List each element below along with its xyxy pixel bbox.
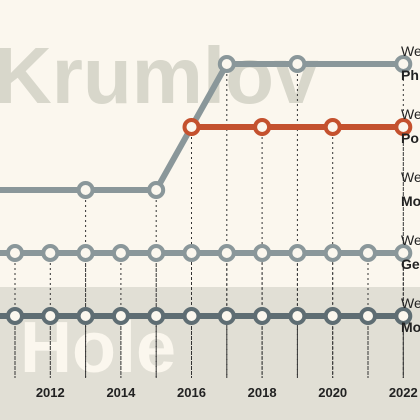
point-4-11 [394, 307, 413, 325]
point-3-1 [41, 244, 60, 262]
point-3-5 [182, 244, 201, 262]
x-axis-ticks: 2012 2014 2016 2018 2020 2022 [36, 385, 418, 400]
point-0-4 [394, 55, 413, 73]
point-4-5 [182, 307, 201, 325]
point-3-3 [111, 244, 130, 262]
point-1-2 [323, 118, 342, 136]
point-3-8 [288, 244, 307, 262]
x-tick-2018: 2018 [248, 385, 277, 400]
lower-band [0, 287, 420, 420]
point-3-10 [359, 244, 377, 262]
point-4-7 [253, 307, 272, 325]
point-0-0 [76, 181, 95, 199]
point-3-7 [253, 244, 272, 262]
point-4-2 [76, 307, 95, 325]
point-3-0 [6, 244, 24, 262]
point-3-6 [217, 244, 236, 262]
series-label-name-3: Ge [401, 256, 420, 272]
series-labels: We Ph We Po We Mo We Ge We Mo [401, 43, 420, 335]
point-3-11 [394, 244, 413, 262]
series-label-name-0: Ph [401, 67, 419, 83]
point-0-2 [217, 55, 236, 73]
series-label-title-0: We [401, 43, 420, 59]
point-4-6 [217, 307, 236, 325]
point-3-4 [147, 244, 166, 262]
x-tick-2022: 2022 [389, 385, 418, 400]
series-label-name-1: Po [401, 130, 419, 146]
x-tick-2016: 2016 [177, 385, 206, 400]
series-label-title-4: We [401, 295, 420, 311]
series-points [6, 55, 413, 325]
watermark-top: Krumlov [0, 31, 319, 120]
point-1-3 [394, 118, 413, 136]
point-4-8 [288, 307, 307, 325]
point-4-3 [111, 307, 130, 325]
point-3-2 [76, 244, 95, 262]
point-3-9 [323, 244, 342, 262]
series-label-title-2: We [401, 169, 420, 185]
point-1-0 [182, 118, 201, 136]
point-4-0 [6, 307, 24, 325]
x-tick-2014: 2014 [106, 385, 136, 400]
x-tick-2012: 2012 [36, 385, 65, 400]
x-tick-2020: 2020 [318, 385, 347, 400]
point-4-1 [41, 307, 60, 325]
series-label-name-2: Mo [401, 193, 420, 209]
point-0-1 [147, 181, 166, 199]
point-4-9 [323, 307, 342, 325]
point-4-4 [147, 307, 166, 325]
point-4-10 [359, 307, 377, 325]
point-1-1 [253, 118, 272, 136]
series-label-name-4: Mo [401, 319, 420, 335]
series-label-title-3: We [401, 232, 420, 248]
series-label-title-1: We [401, 106, 420, 122]
point-0-3 [288, 55, 307, 73]
